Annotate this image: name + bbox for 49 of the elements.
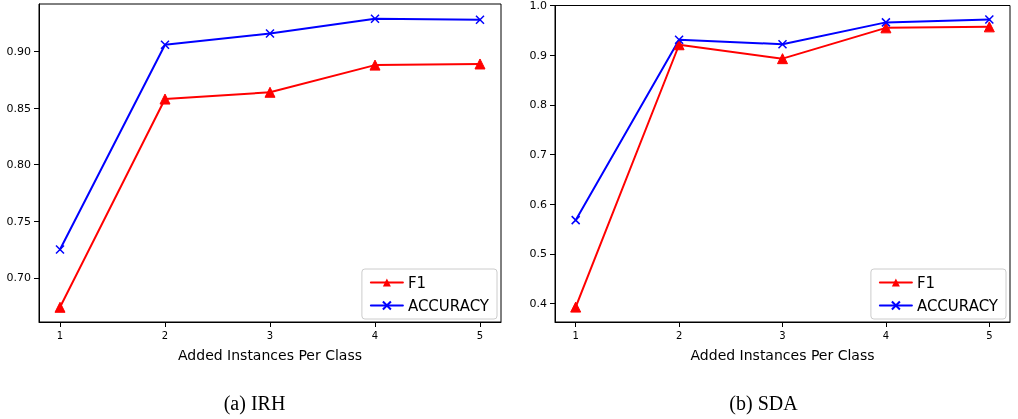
y-tick-label: 0.4	[529, 297, 547, 311]
legend-label: ACCURACY	[916, 296, 999, 315]
x-tick-label: 5	[986, 329, 993, 341]
point	[55, 244, 65, 255]
point	[474, 58, 486, 70]
text: (a) IRH	[223, 392, 286, 415]
y-tick-label: 0.7	[529, 148, 547, 162]
point	[674, 35, 684, 45]
y-tick-label: 1.0	[529, 0, 547, 12]
point	[880, 22, 892, 34]
point	[475, 15, 485, 25]
point	[265, 28, 275, 39]
y-tick-label: 0.75	[6, 214, 31, 228]
x-tick-label: 1	[572, 329, 579, 341]
x-tick-label: 4	[882, 329, 890, 341]
point	[159, 93, 171, 105]
point	[777, 39, 788, 50]
text: (b) SDA	[729, 392, 799, 415]
legend-label: F1	[407, 273, 427, 292]
point	[777, 53, 788, 65]
y-tick-label: 0.85	[6, 101, 31, 115]
point	[570, 215, 581, 225]
point	[370, 13, 380, 24]
x-tick-label: 3	[266, 329, 274, 341]
point	[983, 21, 995, 33]
y-tick-label: 0.8	[529, 98, 547, 112]
x-tick-label: 2	[675, 329, 683, 341]
y-tick-label: 0.70	[6, 271, 31, 285]
legend-label: ACCURACY	[407, 296, 490, 315]
point	[369, 59, 381, 71]
y-tick-label: 0.6	[529, 197, 547, 211]
y-tick-label: 0.9	[529, 48, 547, 62]
y-tick-label: 0.80	[6, 158, 31, 172]
point	[570, 301, 582, 313]
point	[160, 39, 170, 50]
y-tick-label: 0.90	[6, 45, 31, 59]
point	[881, 17, 891, 28]
point	[54, 301, 66, 313]
x-tick-label: 2	[161, 329, 169, 341]
x-tick-label: 5	[476, 329, 484, 341]
x-tick-label: 4	[371, 329, 379, 341]
y-tick-label: 0.5	[529, 247, 547, 261]
x-tick-label: 3	[779, 329, 786, 341]
point	[984, 14, 995, 25]
legend-label: F1	[916, 273, 936, 292]
point	[264, 86, 276, 98]
x-axis-title: Added Instances Per Class	[178, 347, 362, 363]
x-axis-title: Added Instances Per Class	[690, 347, 875, 363]
x-tick-label: 1	[56, 329, 64, 341]
